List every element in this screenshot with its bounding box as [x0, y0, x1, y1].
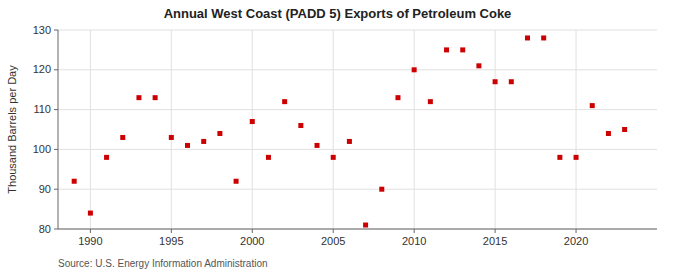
y-axis-label: Thousand Barrels per Day — [6, 65, 18, 194]
x-tick — [414, 229, 415, 233]
point — [395, 95, 400, 100]
x-tick-label: 2020 — [564, 235, 588, 247]
point — [363, 223, 368, 228]
y-tick — [54, 69, 58, 70]
point — [460, 47, 465, 52]
y-tick — [54, 229, 58, 230]
point — [379, 187, 384, 192]
y-tick — [54, 30, 58, 31]
point — [444, 47, 449, 52]
x-tick-label: 2000 — [240, 235, 264, 247]
y-tick-label: 100 — [33, 143, 51, 155]
x-tick-label: 2005 — [321, 235, 345, 247]
grid — [58, 30, 657, 229]
grid-line-y — [58, 149, 657, 150]
x-axis-line — [58, 229, 657, 230]
x-tick-label: 1990 — [78, 235, 102, 247]
y-tick-label: 120 — [33, 63, 51, 75]
point — [557, 155, 562, 160]
y-tick-label: 80 — [39, 223, 51, 235]
title: Annual West Coast (PADD 5) Exports of Pe… — [164, 6, 512, 21]
point — [217, 131, 222, 136]
point — [136, 95, 141, 100]
point — [298, 123, 303, 128]
x-tick — [576, 229, 577, 233]
grid-line-x — [414, 30, 415, 229]
point — [72, 179, 77, 184]
points — [72, 35, 627, 227]
point — [169, 135, 174, 140]
x-tick — [171, 229, 172, 233]
y-tick — [54, 149, 58, 150]
y-tick — [54, 109, 58, 110]
point — [347, 139, 352, 144]
point — [201, 139, 206, 144]
point — [88, 211, 93, 216]
point — [412, 67, 417, 72]
y-tick-label: 90 — [39, 183, 51, 195]
x-tick — [333, 229, 334, 233]
x-tick — [252, 229, 253, 233]
x-tick-label: 1995 — [159, 235, 183, 247]
point — [590, 103, 595, 108]
point — [541, 35, 546, 40]
grid-line-x — [495, 30, 496, 229]
point — [153, 95, 158, 100]
grid-line-y — [58, 229, 657, 230]
point — [493, 79, 498, 84]
point — [428, 99, 433, 104]
point — [266, 155, 271, 160]
grid-line-x — [576, 30, 577, 229]
grid-line-x — [171, 30, 172, 229]
chart: 80 90 100 110 120 130 1990 1995 2000 2005 2010 2015… — [0, 0, 675, 275]
grid-line-x — [90, 30, 91, 229]
y-tick — [54, 189, 58, 190]
point — [622, 127, 627, 132]
point — [315, 143, 320, 148]
grid-line-y — [58, 69, 657, 70]
point — [509, 79, 514, 84]
point — [250, 119, 255, 124]
x-tick — [90, 229, 91, 233]
x-tick-label: 2010 — [402, 235, 426, 247]
point — [185, 143, 190, 148]
grid-line-x — [252, 30, 253, 229]
point — [525, 35, 530, 40]
y-tick-label: 110 — [33, 103, 51, 115]
point — [104, 155, 109, 160]
point — [234, 179, 239, 184]
point — [282, 99, 287, 104]
point — [574, 155, 579, 160]
point — [606, 131, 611, 136]
x-tick-label: 2015 — [483, 235, 507, 247]
point — [331, 155, 336, 160]
grid-line-y — [58, 30, 657, 31]
source: Source: U.S. Energy Information Administ… — [58, 258, 268, 269]
y-axis-line — [58, 30, 59, 229]
y-tick-label: 130 — [33, 24, 51, 36]
x-tick — [495, 229, 496, 233]
grid-line-x — [333, 30, 334, 229]
grid-line-y — [58, 109, 657, 110]
grid-line-y — [58, 189, 657, 190]
point — [476, 63, 481, 68]
point — [120, 135, 125, 140]
axes: 80 90 100 110 120 130 1990 1995 2000 2005 2010 2015… — [33, 24, 657, 248]
